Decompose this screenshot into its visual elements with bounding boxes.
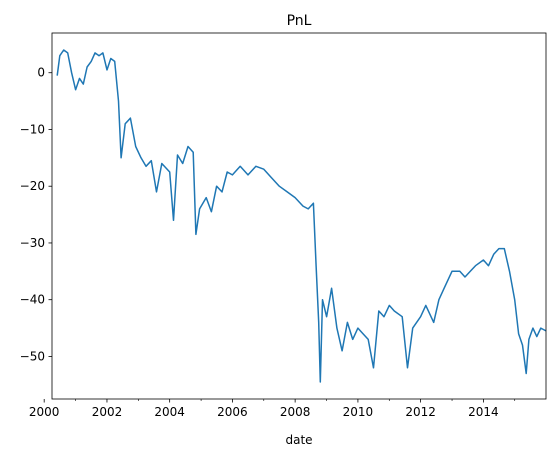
x-axis: 2000 2002 2004 2006 2008 2010 2012 2014 [29, 399, 516, 419]
y-tick-label--20: −20 [20, 179, 45, 193]
x-axis-label: date [285, 433, 312, 447]
x-tick-label-2002: 2002 [92, 405, 123, 419]
y-tick-label--30: −30 [20, 236, 45, 250]
x-tick-label-2012: 2012 [405, 405, 436, 419]
y-axis: 0 −10 −20 −30 −40 −50 [20, 66, 52, 363]
y-tick-label-0: 0 [37, 66, 45, 80]
x-tick-label-2004: 2004 [154, 405, 185, 419]
x-tick-label-2008: 2008 [280, 405, 311, 419]
series-layer [56, 49, 547, 383]
x-tick-label-2006: 2006 [217, 405, 248, 419]
plot-frame [51, 32, 547, 400]
y-tick-label--10: −10 [20, 122, 45, 136]
x-tick-label-2000: 2000 [29, 405, 60, 419]
chart-title: PnL [287, 13, 312, 29]
x-tick-label-2014: 2014 [468, 405, 499, 419]
series-line-0 [56, 49, 547, 383]
y-tick-label--40: −40 [20, 293, 45, 307]
y-tick-label--50: −50 [20, 349, 45, 363]
x-tick-label-2010: 2010 [343, 405, 374, 419]
